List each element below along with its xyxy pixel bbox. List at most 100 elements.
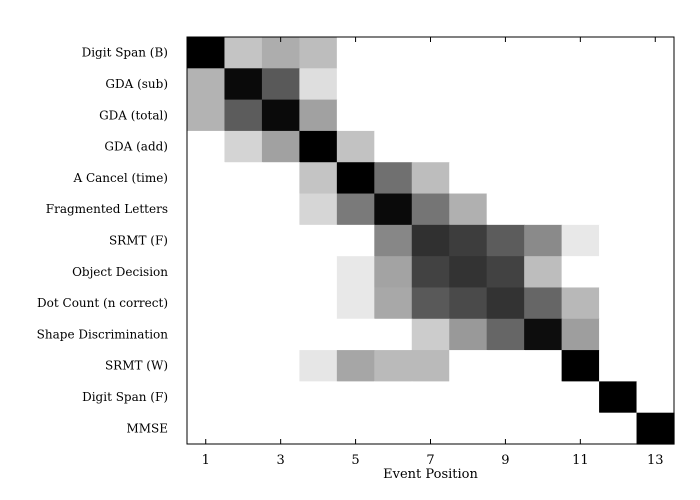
row-label: Object Decision bbox=[72, 265, 168, 279]
heatmap-cell bbox=[374, 37, 413, 69]
heatmap-cell bbox=[524, 256, 563, 289]
row-label: Digit Span (F) bbox=[82, 390, 168, 404]
row-label: Dot Count (n correct) bbox=[37, 296, 168, 310]
heatmap-cell bbox=[261, 350, 300, 382]
x-tick-label: 9 bbox=[501, 453, 509, 468]
row-label: SRMT (W) bbox=[105, 359, 168, 373]
heatmap-cell bbox=[599, 162, 638, 195]
heatmap-cell bbox=[411, 99, 450, 132]
heatmap-cell bbox=[374, 350, 413, 382]
heatmap-cell bbox=[336, 193, 375, 226]
heatmap-cell bbox=[524, 37, 563, 69]
heatmap-cell bbox=[374, 162, 413, 195]
heatmap-cell bbox=[636, 287, 675, 320]
row-label: Digit Span (B) bbox=[82, 46, 168, 60]
heatmap-cell bbox=[599, 68, 638, 101]
heatmap-cell bbox=[561, 381, 600, 414]
heatmap-cell bbox=[449, 37, 488, 69]
heatmap-cell bbox=[187, 287, 226, 320]
heatmap-cell bbox=[524, 381, 563, 414]
heatmap-cell bbox=[599, 130, 638, 163]
heatmap-cell bbox=[486, 381, 525, 414]
heatmap-cell bbox=[187, 37, 226, 69]
heatmap-cell bbox=[187, 318, 226, 351]
x-tick-label: 5 bbox=[351, 453, 359, 468]
heatmap-cell bbox=[561, 350, 600, 382]
heatmap-cell bbox=[411, 162, 450, 195]
heatmap-cell bbox=[411, 287, 450, 320]
x-axis-ticks: 1 3 5 7 9 11 13 bbox=[202, 37, 664, 468]
heatmap-cell bbox=[411, 224, 450, 257]
x-tick-label: 11 bbox=[572, 453, 589, 468]
heatmap-cell bbox=[561, 130, 600, 163]
heatmap-cell bbox=[374, 68, 413, 101]
heatmap-cell bbox=[486, 350, 525, 382]
heatmap-cell bbox=[561, 99, 600, 132]
heatmap-cell bbox=[411, 256, 450, 289]
heatmap-cell bbox=[261, 193, 300, 226]
heatmap-cell bbox=[224, 130, 263, 163]
heatmap-cell bbox=[449, 256, 488, 289]
heatmap-cell bbox=[449, 350, 488, 382]
x-tick-label: 7 bbox=[426, 453, 434, 468]
heatmap-cell bbox=[561, 37, 600, 69]
heatmap-cell bbox=[187, 381, 226, 414]
heatmap-cell bbox=[449, 68, 488, 101]
heatmap-cell bbox=[224, 287, 263, 320]
heatmap-cell bbox=[599, 193, 638, 226]
heatmap-cell bbox=[299, 256, 338, 289]
heatmap-cell bbox=[224, 412, 263, 445]
row-label: GDA (total) bbox=[99, 108, 168, 122]
heatmap-cell bbox=[486, 68, 525, 101]
heatmap-cell bbox=[224, 224, 263, 257]
heatmap-cell bbox=[524, 99, 563, 132]
heatmap-cell bbox=[486, 37, 525, 69]
row-label: SRMT (F) bbox=[109, 234, 168, 248]
heatmap-cell bbox=[374, 381, 413, 414]
heatmap-cell bbox=[449, 130, 488, 163]
heatmap-cell bbox=[486, 99, 525, 132]
heatmap-cell bbox=[599, 37, 638, 69]
heatmap-cell bbox=[261, 130, 300, 163]
heatmap-cell bbox=[599, 318, 638, 351]
heatmap-cell bbox=[561, 162, 600, 195]
heatmap-cell bbox=[599, 99, 638, 132]
heatmap-cell bbox=[336, 162, 375, 195]
heatmap-cell bbox=[636, 350, 675, 382]
heatmap-cell bbox=[224, 99, 263, 132]
heatmap-cell bbox=[636, 224, 675, 257]
heatmap-cell bbox=[411, 350, 450, 382]
heatmap-cell bbox=[187, 130, 226, 163]
heatmap-cell bbox=[261, 256, 300, 289]
heatmap-cell bbox=[599, 381, 638, 414]
heatmap-cell bbox=[449, 193, 488, 226]
x-tick-label: 13 bbox=[647, 453, 664, 468]
heatmap-cell bbox=[374, 193, 413, 226]
heatmap-cell bbox=[187, 68, 226, 101]
heatmap-cell bbox=[187, 256, 226, 289]
heatmap-cell bbox=[336, 99, 375, 132]
heatmap-cell bbox=[636, 130, 675, 163]
heatmap-cell bbox=[524, 130, 563, 163]
heatmap-cell bbox=[261, 224, 300, 257]
heatmap-cell bbox=[261, 162, 300, 195]
heatmap-cell bbox=[224, 162, 263, 195]
heatmap-cell bbox=[187, 350, 226, 382]
x-tick-label: 3 bbox=[277, 453, 285, 468]
heatmap-cell bbox=[187, 193, 226, 226]
x-axis-label: Event Position bbox=[383, 467, 478, 482]
heatmap-cell bbox=[299, 350, 338, 382]
heatmap-cell bbox=[486, 162, 525, 195]
heatmap-cell bbox=[187, 162, 226, 195]
heatmap-cell bbox=[524, 412, 563, 445]
heatmap-cell bbox=[374, 412, 413, 445]
x-tick-label: 1 bbox=[202, 453, 210, 468]
heatmap-cell bbox=[299, 68, 338, 101]
heatmap-cell bbox=[374, 287, 413, 320]
row-label: GDA (sub) bbox=[105, 77, 168, 91]
heatmap-cell bbox=[449, 287, 488, 320]
heatmap-cell bbox=[636, 256, 675, 289]
heatmap-cell bbox=[299, 318, 338, 351]
heatmap-cell bbox=[374, 318, 413, 351]
